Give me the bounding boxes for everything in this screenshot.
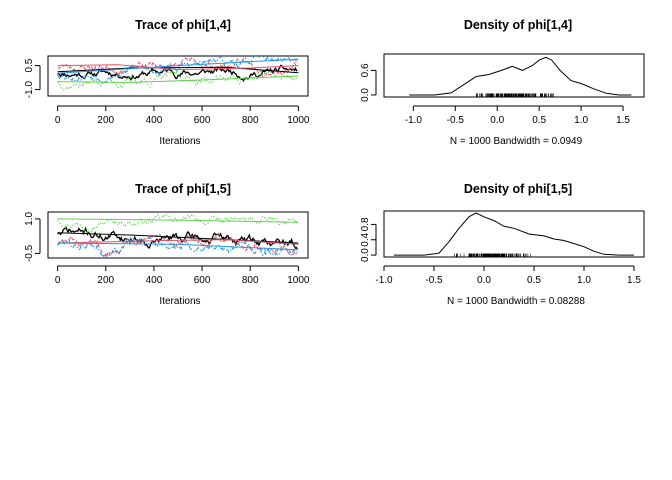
x-axis: 0 200 400 600 800 1000: [55, 105, 310, 126]
density-curve: [394, 212, 634, 257]
x-tick-label: 1.5: [616, 115, 630, 126]
y-tick-label: 0.4: [360, 232, 371, 246]
chart-title: Density of phi[1,5]: [464, 182, 572, 196]
smooth-line: [57, 239, 299, 245]
panel-density-phi-1-5: Density of phi[1,5] -1.0 -0.5 0.0 0.5 1.0 1.5…: [360, 182, 645, 307]
x-tick-label: 1.0: [577, 275, 591, 286]
y-axis: 0.0 0.6: [360, 63, 377, 102]
x-tick-label: 1.0: [574, 115, 588, 126]
density-line: [394, 212, 634, 256]
trace-line: [57, 57, 298, 78]
y-axis: -1.0 0.5: [24, 58, 41, 99]
x-axis-label: Iterations: [159, 136, 200, 147]
smooth-line: [57, 58, 299, 74]
x-tick-label: 1000: [287, 275, 310, 286]
x-axis-label: Iterations: [159, 296, 200, 307]
smooth-line: [57, 66, 299, 74]
x-tick-label: 400: [146, 275, 163, 286]
x-axis-label: N = 1000 Bandwidth = 0.0949: [450, 136, 583, 147]
trace-line: [57, 226, 298, 250]
plot-frame: [383, 210, 645, 258]
x-tick-label: -0.5: [425, 275, 443, 286]
y-axis: 0.0 0.40.8: [360, 217, 377, 262]
x-tick-label: 0.0: [490, 115, 504, 126]
x-tick-label: 200: [97, 275, 114, 286]
x-axis: -1.0 -0.5 0.0 0.5 1.0 1.5: [375, 265, 641, 286]
smooth-line: [57, 242, 299, 251]
y-tick-label: 0.0: [360, 248, 371, 262]
x-axis: -1.0 -0.5 0.0 0.5 1.0 1.5: [405, 105, 630, 126]
x-tick-label: 0: [55, 115, 61, 126]
x-axis: 0 200 400 600 800 1000: [55, 265, 310, 286]
y-tick-label: 1.0: [24, 212, 35, 226]
panel-density-phi-1-4: Density of phi[1,4] -1.0 -0.5 0.0 0.5 1.0 1.5…: [360, 18, 645, 147]
x-tick-label: 800: [242, 275, 259, 286]
trace-lines: [57, 213, 299, 258]
x-tick-label: -1.0: [405, 115, 423, 126]
trace-line: [57, 68, 298, 91]
x-tick-label: 0.5: [527, 275, 541, 286]
x-tick-label: 400: [146, 115, 163, 126]
chart-title: Trace of phi[1,4]: [135, 18, 231, 32]
x-tick-label: 200: [97, 115, 114, 126]
x-tick-label: 0.5: [532, 115, 546, 126]
y-tick-label: 0.0: [360, 88, 371, 102]
x-tick-label: 0.0: [477, 275, 491, 286]
x-tick-label: 0: [55, 275, 61, 286]
density-line: [409, 56, 632, 96]
x-tick-label: -1.0: [375, 275, 393, 286]
y-tick-label: -0.5: [24, 244, 35, 262]
smooth-line: [57, 75, 299, 83]
x-tick-label: -0.5: [447, 115, 465, 126]
chart-title: Density of phi[1,4]: [464, 18, 572, 32]
smooth-line: [57, 218, 299, 223]
x-tick-label: 1.5: [627, 275, 641, 286]
plot-frame: [47, 55, 309, 97]
smooth-line: [57, 64, 299, 71]
x-tick-label: 800: [242, 115, 259, 126]
x-axis-label: N = 1000 Bandwidth = 0.08288: [447, 296, 585, 307]
density-curve: [409, 56, 632, 97]
x-tick-label: 1000: [287, 115, 310, 126]
y-tick-label: 0.6: [360, 63, 371, 77]
plot-frame: [47, 211, 309, 259]
chart-title: Trace of phi[1,5]: [135, 182, 231, 196]
x-tick-label: 600: [194, 115, 211, 126]
y-axis: -0.5 1.0: [24, 212, 41, 262]
panel-trace-phi-1-4: Trace of phi[1,4] 0 200 400 600 800 1000 -1.0…: [24, 18, 310, 147]
trace-lines: [57, 56, 299, 91]
panel-trace-phi-1-5: Trace of phi[1,5] 0 200 400 600 800 1000 -0.5…: [24, 182, 310, 307]
trace-line: [57, 56, 298, 85]
plot-frame: [383, 53, 645, 98]
y-tick-label: 0.8: [360, 217, 371, 231]
y-tick-label: -1.0: [24, 81, 35, 99]
x-tick-label: 600: [194, 275, 211, 286]
trace-line: [57, 213, 298, 235]
trace-line: [57, 235, 298, 258]
y-tick-label: 0.5: [24, 58, 35, 72]
